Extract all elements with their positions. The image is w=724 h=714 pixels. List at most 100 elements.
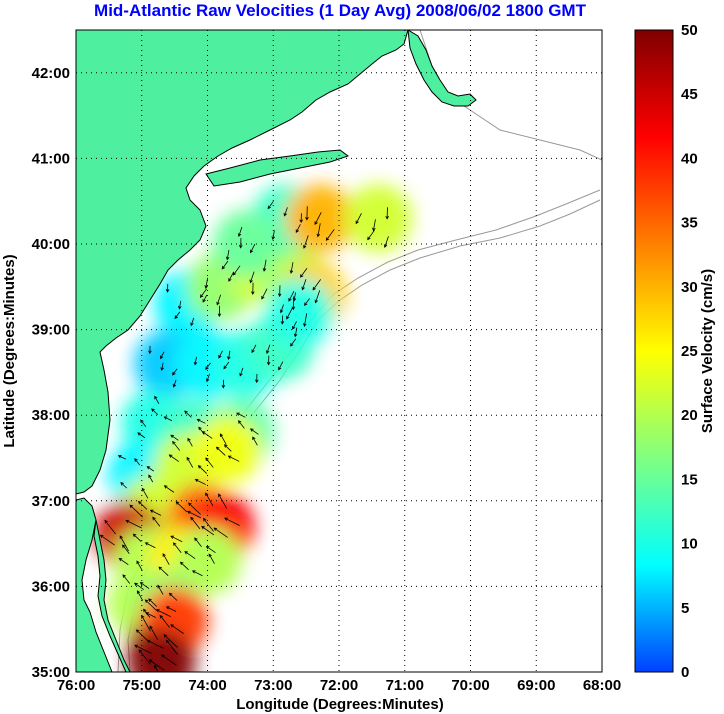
current-vector-arrow (261, 288, 268, 300)
current-vector-arrow (312, 279, 322, 291)
current-vector-arrow (172, 542, 182, 553)
current-vector-arrow (286, 307, 294, 320)
current-vector-arrow (221, 379, 226, 389)
current-vector-arrow (314, 212, 322, 226)
x-axis-ticks: 76:00 75:00 74:00 73:00 72:00 71:00 70:0… (57, 677, 621, 694)
current-vector-arrow (277, 285, 282, 298)
current-vector-arrow (228, 271, 235, 282)
current-vector-arrow (202, 517, 214, 532)
current-vector-arrow (303, 313, 308, 327)
current-vector-arrow (292, 292, 297, 302)
colorbar-tick-label: 40 (681, 150, 698, 167)
current-vector-arrow (239, 367, 244, 377)
current-vector-arrow (217, 305, 222, 318)
current-vector-arrow (163, 634, 178, 648)
x-axis-label: Longitude (Degrees:Minutes) (236, 696, 444, 713)
colorbar-tick-label: 0 (681, 664, 689, 681)
y-tick-label: 36:00 (32, 578, 70, 595)
current-vector-arrow (283, 207, 288, 217)
x-tick-label: 72:00 (320, 677, 358, 694)
current-vector-arrow (223, 361, 230, 370)
current-vector-arrow (148, 345, 152, 355)
y-tick-label: 42:00 (32, 65, 70, 82)
velocity-sample (127, 629, 196, 672)
y-tick-label: 35:00 (32, 664, 70, 681)
current-vector-arrow (305, 206, 309, 221)
current-vector-arrow (99, 534, 115, 546)
current-vector-arrow (153, 664, 159, 672)
current-vector-arrow (194, 478, 206, 485)
current-vector-arrow (279, 304, 284, 314)
current-vector-arrow (117, 455, 126, 460)
colorbar-tick-label: 20 (681, 407, 698, 424)
colorbar-tick-label: 35 (681, 215, 698, 232)
current-vector-arrow (190, 317, 195, 327)
current-vector-arrow (216, 294, 222, 306)
current-vector-arrow (224, 517, 240, 526)
current-vector-arrow (172, 379, 177, 388)
current-vector-arrow (172, 368, 178, 376)
current-vector-arrow (205, 457, 214, 468)
colorbar-tick-label: 30 (681, 279, 698, 296)
current-vector-arrow (144, 542, 156, 549)
x-tick-label: 70:00 (451, 677, 489, 694)
current-vector-arrow (148, 598, 158, 607)
current-vector-arrow (271, 230, 275, 240)
current-vector-arrow (174, 311, 181, 320)
current-vector-arrow (299, 213, 303, 224)
current-vector-arrow (184, 410, 192, 418)
current-vector-arrow (219, 433, 227, 445)
y-tick-label: 39:00 (32, 322, 70, 339)
current-vector-arrow (301, 279, 307, 291)
current-vector-arrow (227, 350, 231, 361)
current-vector-arrow (170, 535, 183, 543)
current-vector-arrow (120, 482, 128, 489)
current-vector-arrow (194, 537, 202, 547)
colorbar-tick-label: 10 (681, 536, 698, 553)
current-vector-arrow (170, 434, 179, 441)
current-vector-arrow (149, 625, 158, 640)
current-vector-arrow (304, 298, 310, 307)
current-vector-arrow (205, 492, 214, 507)
current-vector-arrow (303, 235, 309, 249)
x-tick-label: 73:00 (254, 677, 292, 694)
x-tick-label: 69:00 (517, 677, 555, 694)
current-vector-arrow (119, 535, 129, 552)
current-vector-arrow (190, 516, 201, 530)
current-vector-arrow (125, 519, 142, 529)
current-vector-arrow (213, 527, 228, 538)
current-vector-arrow (175, 501, 188, 513)
y-tick-label: 40:00 (32, 236, 70, 253)
current-vector-arrow (266, 355, 271, 366)
current-vector-arrow (168, 454, 180, 462)
current-vector-arrow (238, 420, 245, 429)
current-vector-arrow (158, 566, 169, 577)
current-vector-arrow (144, 599, 157, 611)
current-vector-arrow (278, 361, 284, 371)
current-vector-arrow (154, 395, 160, 404)
velocity-sample (265, 278, 334, 347)
current-vector-arrow (186, 510, 202, 519)
current-vector-arrow (165, 606, 177, 612)
grid-lines (76, 30, 602, 672)
velocity-sample (344, 184, 413, 253)
current-vector-arrow (367, 230, 375, 241)
colorbar-tick-label: 15 (681, 471, 698, 488)
current-vector-arrow (223, 444, 232, 452)
current-vector-arrow (187, 437, 193, 447)
current-vector-arrow (314, 290, 321, 304)
current-vector-arrow (132, 533, 142, 543)
current-vector-arrow (218, 350, 223, 359)
current-vector-arrow (163, 416, 173, 422)
colorbar-tick-label: 50 (681, 22, 698, 39)
current-vector-arrow (136, 590, 144, 601)
current-vector-arrow (267, 201, 274, 210)
current-vector-arrow (141, 487, 149, 499)
current-vector-arrow (170, 624, 184, 634)
current-vectors (99, 201, 389, 672)
y-tick-label: 37:00 (32, 493, 70, 510)
current-vector-arrow (266, 344, 271, 355)
current-vector-arrow (161, 654, 177, 666)
x-tick-label: 76:00 (57, 677, 95, 694)
colorbar-ticks: 0 5 10 15 20 25 30 35 40 45 50 (681, 22, 698, 681)
